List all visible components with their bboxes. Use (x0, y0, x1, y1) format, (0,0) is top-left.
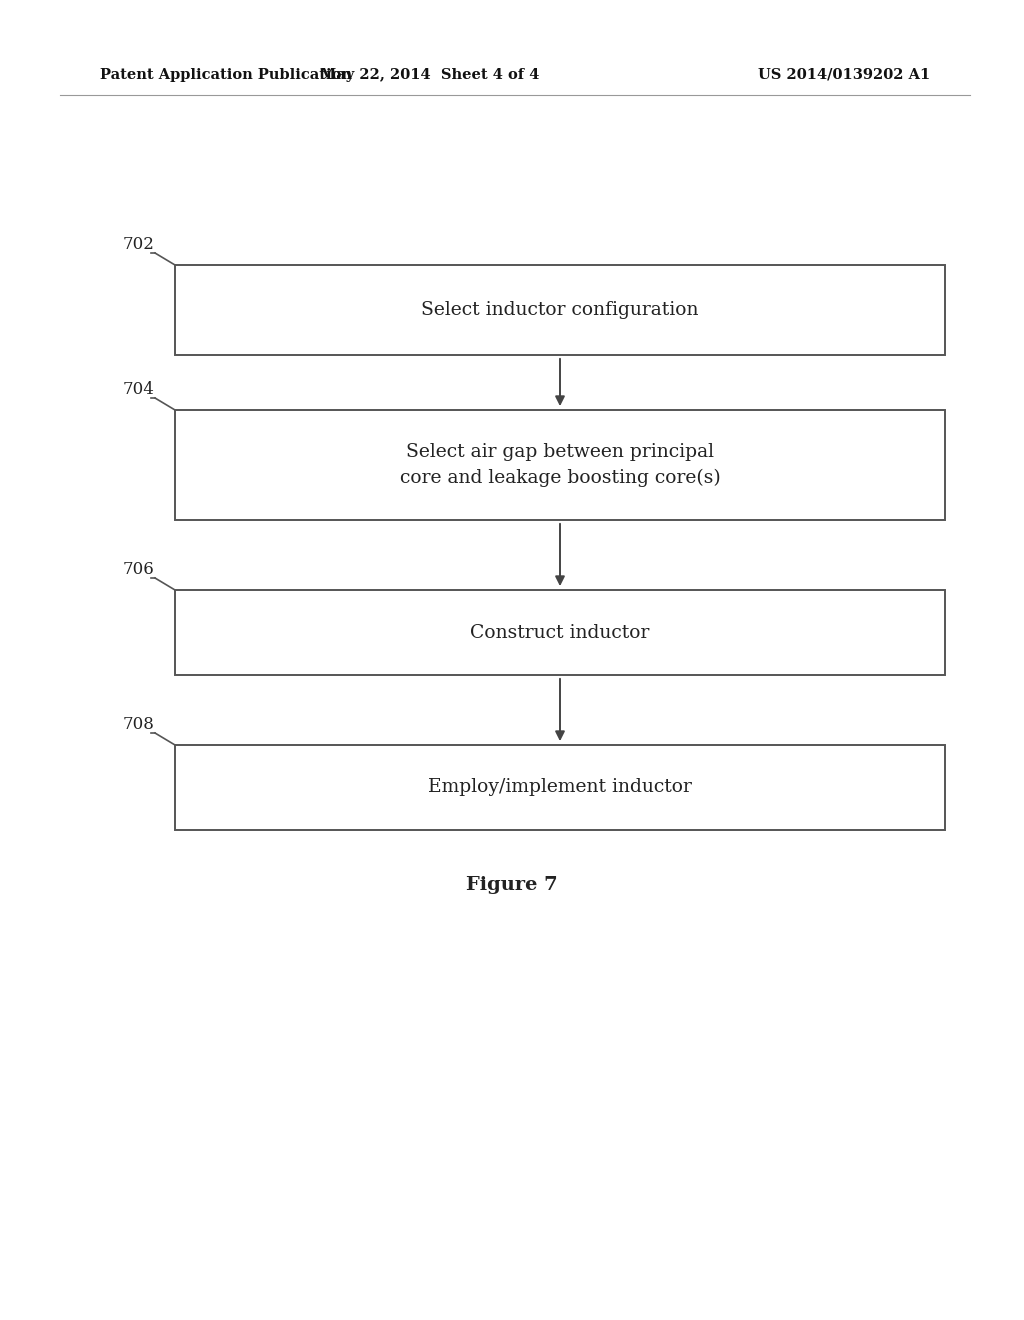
Text: Construct inductor: Construct inductor (470, 623, 649, 642)
Bar (175, 744, 945, 830)
Text: 704: 704 (123, 381, 155, 399)
Text: Patent Application Publication: Patent Application Publication (100, 69, 352, 82)
Bar (175, 590, 945, 675)
Text: 708: 708 (123, 715, 155, 733)
Bar (175, 265, 945, 355)
Text: Employ/implement inductor: Employ/implement inductor (428, 779, 692, 796)
Text: 706: 706 (123, 561, 155, 578)
Text: Select air gap between principal
core and leakage boosting core(s): Select air gap between principal core an… (399, 444, 720, 487)
Text: Figure 7: Figure 7 (466, 876, 558, 894)
Text: US 2014/0139202 A1: US 2014/0139202 A1 (758, 69, 930, 82)
Text: Select inductor configuration: Select inductor configuration (421, 301, 698, 319)
Text: 702: 702 (123, 236, 155, 253)
Text: May 22, 2014  Sheet 4 of 4: May 22, 2014 Sheet 4 of 4 (321, 69, 540, 82)
Bar (175, 411, 945, 520)
